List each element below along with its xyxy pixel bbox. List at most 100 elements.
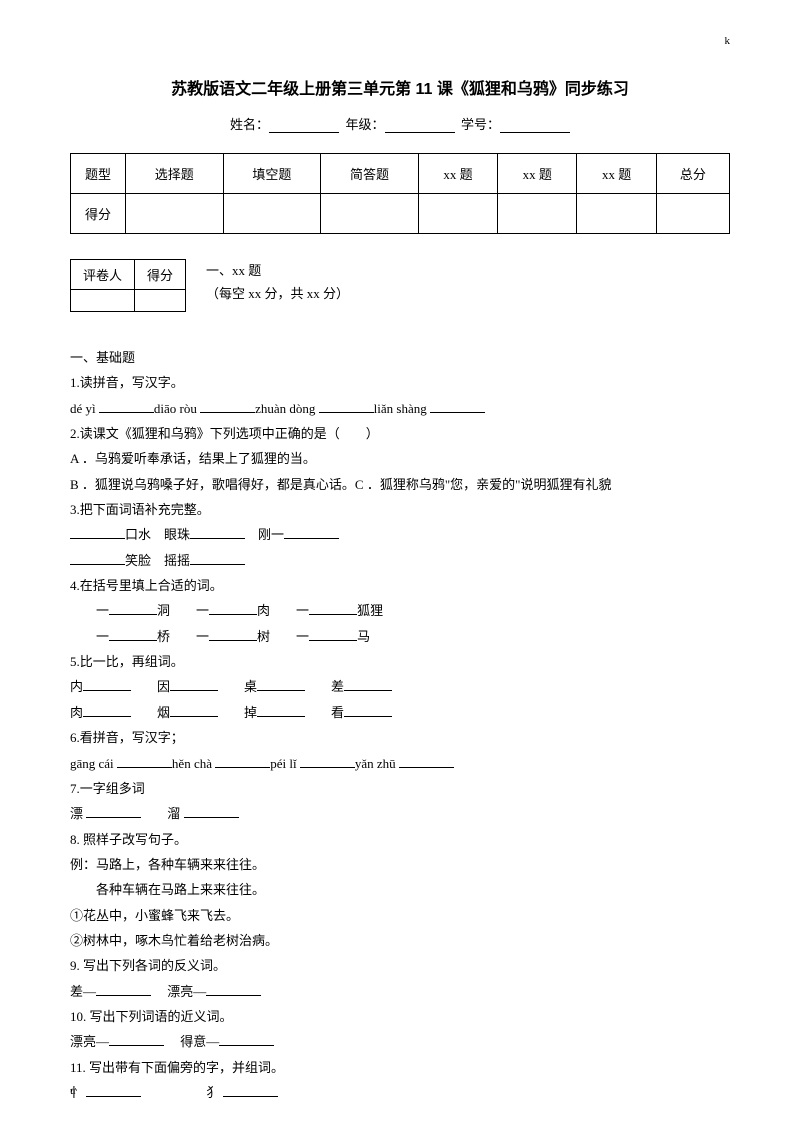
answer-blank[interactable] (70, 552, 125, 565)
answer-blank[interactable] (117, 755, 172, 768)
answer-blank[interactable] (83, 678, 131, 691)
table-row: 得分 (71, 194, 730, 234)
table-cell: xx 题 (418, 154, 497, 194)
table-cell[interactable] (321, 194, 419, 234)
table-cell: 评卷人 (71, 260, 135, 290)
name-blank[interactable] (269, 119, 339, 133)
word-text: 因 (131, 679, 170, 694)
answer-blank[interactable] (109, 602, 157, 615)
answer-blank[interactable] (96, 983, 151, 996)
answer-blank[interactable] (309, 602, 357, 615)
question-line: 忄 犭 (70, 1080, 730, 1105)
answer-blank[interactable] (219, 1033, 274, 1046)
question-text: 7.一字组多词 (70, 776, 730, 801)
id-blank[interactable] (500, 119, 570, 133)
table-cell: xx 题 (498, 154, 577, 194)
answer-blank[interactable] (319, 400, 374, 413)
answer-blank[interactable] (184, 805, 239, 818)
word-text: 刚一 (245, 527, 284, 542)
table-cell[interactable] (656, 194, 729, 234)
word-text: 差 (305, 679, 344, 694)
question-line: 口水 眼珠 刚一 (70, 522, 730, 547)
answer-blank[interactable] (200, 400, 255, 413)
word-text: 狐狸 (357, 603, 383, 618)
answer-blank[interactable] (190, 526, 245, 539)
question-text: 5.比一比，再组词。 (70, 649, 730, 674)
section-subtitle: （每空 xx 分，共 xx 分） (206, 282, 349, 305)
answer-blank[interactable] (284, 526, 339, 539)
question-line: 一桥 一树 一马 (70, 624, 730, 649)
answer-blank[interactable] (109, 1033, 164, 1046)
word-text: 得意— (164, 1034, 219, 1049)
table-row (71, 290, 186, 312)
table-cell[interactable] (126, 194, 224, 234)
grade-blank[interactable] (385, 119, 455, 133)
word-text: 笑脸 摇摇 (125, 553, 190, 568)
table-cell[interactable] (71, 290, 135, 312)
word-text: 一 (96, 629, 109, 644)
question-line: 内 因 桌 差 (70, 674, 730, 699)
section-header-row: 评卷人 得分 一、xx 题 （每空 xx 分，共 xx 分） (70, 259, 730, 320)
answer-blank[interactable] (300, 755, 355, 768)
word-text: 树 一 (257, 629, 309, 644)
answer-blank[interactable] (170, 678, 218, 691)
pinyin-text: péi lǐ (270, 756, 296, 771)
word-text: 溜 (141, 806, 180, 821)
question-line: 差— 漂亮— (70, 979, 730, 1004)
answer-blank[interactable] (344, 678, 392, 691)
answer-blank[interactable] (223, 1084, 278, 1097)
answer-blank[interactable] (206, 983, 261, 996)
question-line: gāng cái hěn chà péi lǐ yǎn zhū (70, 751, 730, 776)
page-title: 苏教版语文二年级上册第三单元第 11 课《狐狸和乌鸦》同步练习 (70, 75, 730, 99)
word-text: 口水 眼珠 (125, 527, 190, 542)
pinyin-text: dé yì (70, 401, 96, 416)
answer-blank[interactable] (209, 602, 257, 615)
radical-text: 犭 (206, 1085, 219, 1100)
question-text: 6.看拼音，写汉字； (70, 725, 730, 750)
answer-blank[interactable] (309, 628, 357, 641)
section-title: 一、xx 题 (206, 259, 349, 282)
answer-blank[interactable] (257, 678, 305, 691)
word-text: 肉 一 (257, 603, 309, 618)
word-text: 内 (70, 679, 83, 694)
answer-blank[interactable] (399, 755, 454, 768)
question-content: 一、基础题 1.读拼音，写汉字。 dé yì diāo ròu zhuàn dò… (70, 345, 730, 1105)
question-text: 9. 写出下列各词的反义词。 (70, 953, 730, 978)
table-cell: 简答题 (321, 154, 419, 194)
word-text: 烟 (131, 705, 170, 720)
question-line: 笑脸 摇摇 (70, 548, 730, 573)
score-table: 题型 选择题 填空题 简答题 xx 题 xx 题 xx 题 总分 得分 (70, 153, 730, 234)
answer-blank[interactable] (109, 628, 157, 641)
table-cell[interactable] (498, 194, 577, 234)
question-line: 肉 烟 掉 看 (70, 700, 730, 725)
answer-blank[interactable] (99, 400, 154, 413)
table-cell: 得分 (71, 194, 126, 234)
answer-blank[interactable] (257, 704, 305, 717)
question-line: 漂 溜 (70, 801, 730, 826)
answer-blank[interactable] (430, 400, 485, 413)
pinyin-text: gāng cái (70, 756, 114, 771)
answer-blank[interactable] (215, 755, 270, 768)
answer-blank[interactable] (190, 552, 245, 565)
word-text: 马 (357, 629, 370, 644)
answer-blank[interactable] (70, 526, 125, 539)
id-label: 学号： (461, 117, 500, 132)
answer-blank[interactable] (209, 628, 257, 641)
grader-table: 评卷人 得分 (70, 259, 186, 312)
question-line: dé yì diāo ròu zhuàn dòng liǎn shàng (70, 396, 730, 421)
table-cell[interactable] (418, 194, 497, 234)
table-cell: 题型 (71, 154, 126, 194)
table-row: 题型 选择题 填空题 简答题 xx 题 xx 题 xx 题 总分 (71, 154, 730, 194)
answer-blank[interactable] (86, 1084, 141, 1097)
table-cell[interactable] (577, 194, 656, 234)
answer-blank[interactable] (83, 704, 131, 717)
answer-blank[interactable] (86, 805, 141, 818)
table-cell[interactable] (135, 290, 186, 312)
pinyin-text: yǎn zhū (355, 756, 396, 771)
answer-blank[interactable] (344, 704, 392, 717)
question-text: 3.把下面词语补充完整。 (70, 497, 730, 522)
table-cell[interactable] (223, 194, 321, 234)
corner-label-top: k (725, 35, 731, 47)
answer-blank[interactable] (170, 704, 218, 717)
section-description: 一、xx 题 （每空 xx 分，共 xx 分） (206, 259, 349, 306)
